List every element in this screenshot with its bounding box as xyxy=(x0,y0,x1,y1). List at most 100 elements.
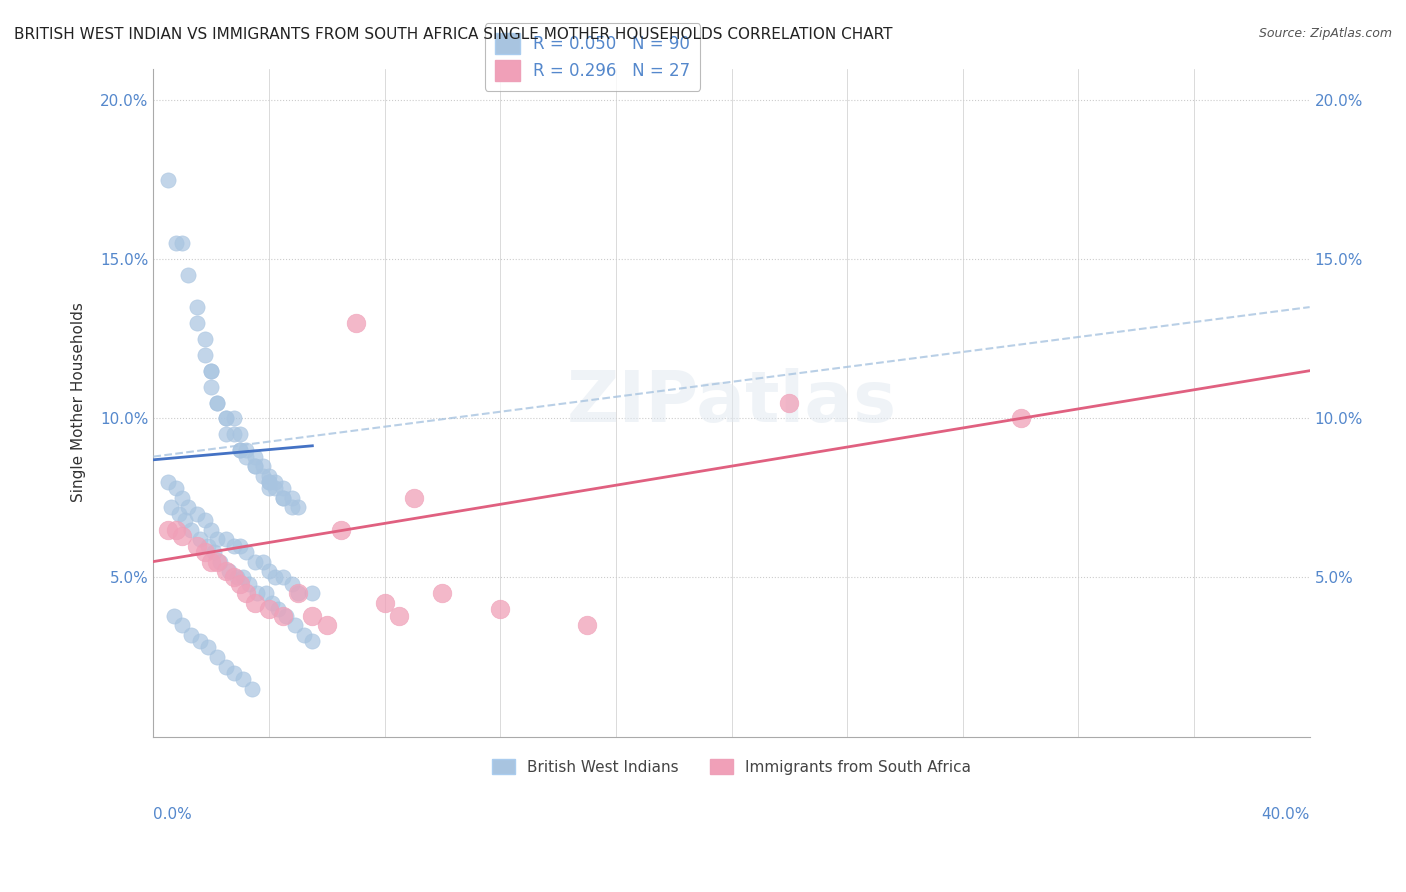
Point xyxy=(301,634,323,648)
Point xyxy=(273,608,295,623)
Point xyxy=(229,539,252,553)
Point xyxy=(243,596,266,610)
Point xyxy=(224,570,246,584)
Point xyxy=(235,450,257,464)
Point xyxy=(156,523,179,537)
Point xyxy=(172,491,194,505)
Point xyxy=(235,443,257,458)
Point xyxy=(263,482,285,496)
Text: ZIPatlas: ZIPatlas xyxy=(567,368,897,437)
Point xyxy=(232,673,254,687)
Point xyxy=(162,608,184,623)
Point xyxy=(180,628,202,642)
Point xyxy=(224,539,246,553)
Point xyxy=(243,555,266,569)
Text: 40.0%: 40.0% xyxy=(1261,806,1309,822)
Point xyxy=(186,300,208,314)
Point xyxy=(287,586,309,600)
Point xyxy=(172,236,194,251)
Point xyxy=(200,555,222,569)
Point xyxy=(263,475,285,489)
Point xyxy=(186,316,208,330)
Point xyxy=(257,468,280,483)
Point xyxy=(301,586,323,600)
Point xyxy=(257,602,280,616)
Point xyxy=(232,570,254,584)
Point xyxy=(281,491,304,505)
Point xyxy=(208,555,231,569)
Text: Source: ZipAtlas.com: Source: ZipAtlas.com xyxy=(1258,27,1392,40)
Text: BRITISH WEST INDIAN VS IMMIGRANTS FROM SOUTH AFRICA SINGLE MOTHER HOUSEHOLDS COR: BRITISH WEST INDIAN VS IMMIGRANTS FROM S… xyxy=(14,27,893,42)
Text: 0.0%: 0.0% xyxy=(153,806,193,822)
Point xyxy=(202,545,225,559)
Point xyxy=(254,586,277,600)
Point xyxy=(226,570,249,584)
Point xyxy=(432,586,454,600)
Point xyxy=(180,523,202,537)
Point xyxy=(1010,411,1032,425)
Point xyxy=(257,482,280,496)
Point xyxy=(263,570,285,584)
Point xyxy=(273,491,295,505)
Point xyxy=(229,443,252,458)
Point xyxy=(166,523,188,537)
Point xyxy=(214,411,236,425)
Point xyxy=(243,459,266,474)
Point xyxy=(235,545,257,559)
Point xyxy=(172,529,194,543)
Point xyxy=(281,500,304,515)
Point xyxy=(276,608,298,623)
Point xyxy=(229,427,252,442)
Point xyxy=(174,513,197,527)
Point xyxy=(330,523,353,537)
Point xyxy=(252,468,274,483)
Point xyxy=(169,507,191,521)
Point xyxy=(273,491,295,505)
Point xyxy=(156,173,179,187)
Point xyxy=(224,427,246,442)
Point xyxy=(252,555,274,569)
Point xyxy=(315,618,337,632)
Point xyxy=(284,618,307,632)
Point xyxy=(257,564,280,578)
Point xyxy=(301,608,323,623)
Point xyxy=(200,523,222,537)
Point xyxy=(257,475,280,489)
Point xyxy=(194,348,217,362)
Point xyxy=(205,395,228,409)
Point xyxy=(200,379,222,393)
Point xyxy=(257,475,280,489)
Point xyxy=(252,459,274,474)
Point xyxy=(200,364,222,378)
Point xyxy=(273,570,295,584)
Point xyxy=(188,634,211,648)
Point xyxy=(260,596,283,610)
Legend: British West Indians, Immigrants from South Africa: British West Indians, Immigrants from So… xyxy=(485,751,979,782)
Point xyxy=(229,443,252,458)
Point xyxy=(246,586,269,600)
Point xyxy=(388,608,411,623)
Point xyxy=(287,500,309,515)
Point xyxy=(194,332,217,346)
Point xyxy=(238,577,260,591)
Point xyxy=(287,586,309,600)
Point xyxy=(177,500,200,515)
Point xyxy=(778,395,800,409)
Point xyxy=(489,602,512,616)
Point xyxy=(214,427,236,442)
Point xyxy=(240,681,263,696)
Point xyxy=(200,364,222,378)
Point xyxy=(214,564,236,578)
Point xyxy=(156,475,179,489)
Point xyxy=(344,316,367,330)
Point xyxy=(229,577,252,591)
Point xyxy=(292,628,315,642)
Point xyxy=(218,564,240,578)
Point xyxy=(214,659,236,673)
Point xyxy=(205,650,228,665)
Point xyxy=(194,513,217,527)
Point xyxy=(166,482,188,496)
Y-axis label: Single Mother Households: Single Mother Households xyxy=(72,302,86,502)
Point xyxy=(374,596,396,610)
Point xyxy=(235,586,257,600)
